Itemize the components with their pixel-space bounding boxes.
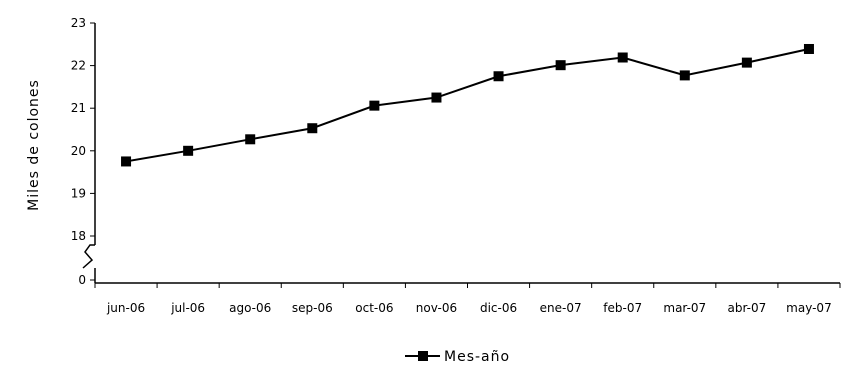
legend-marker-swatch	[418, 351, 428, 361]
data-point-marker	[617, 52, 628, 63]
y-tick-label: 22	[71, 59, 86, 73]
y-tick-label: 23	[71, 16, 86, 30]
y-axis-ticks: 0 18 19 20 21 22 23	[71, 16, 95, 287]
x-axis-ticks: jun-06 jul-06 ago-06 sep-06 oct-06 nov-06 dic-…	[94, 283, 841, 315]
x-tick-label: nov-06	[416, 301, 457, 315]
data-point-marker	[121, 156, 132, 167]
y-axis-title: Miles de colones	[26, 79, 42, 211]
data-point-marker	[741, 57, 752, 68]
x-tick-label: dic-06	[480, 301, 517, 315]
data-point-marker	[493, 71, 504, 82]
x-tick-label: jul-06	[170, 301, 205, 315]
y-tick-label: 21	[71, 101, 86, 115]
x-tick-label: jun-06	[106, 301, 145, 315]
data-point-marker	[369, 100, 380, 111]
x-tick-label: ago-06	[229, 301, 271, 315]
y-tick-label: 0	[78, 273, 86, 287]
y-tick-label: 18	[71, 229, 86, 243]
data-point-marker	[307, 123, 318, 134]
y-axis-break-mark	[82, 244, 95, 269]
x-tick-label: oct-06	[355, 301, 393, 315]
chart-axes	[82, 23, 840, 284]
x-tick-label: ene-07	[540, 301, 582, 315]
data-point-marker	[679, 70, 690, 81]
legend: Mes-año	[405, 349, 510, 365]
x-tick-label: feb-07	[603, 301, 642, 315]
data-point-marker	[803, 43, 814, 54]
y-tick-label: 20	[71, 144, 86, 158]
data-point-marker	[555, 60, 566, 71]
x-tick-label: sep-06	[292, 301, 333, 315]
series-layer	[121, 43, 814, 167]
data-point-marker	[431, 92, 442, 103]
y-tick-label: 19	[71, 186, 86, 200]
x-tick-label: mar-07	[663, 301, 706, 315]
x-tick-label: abr-07	[728, 301, 767, 315]
series-line	[125, 48, 810, 163]
x-tick-label: may-07	[786, 301, 832, 315]
data-point-marker	[245, 134, 256, 145]
legend-label: Mes-año	[444, 349, 510, 365]
data-point-marker	[183, 145, 194, 156]
